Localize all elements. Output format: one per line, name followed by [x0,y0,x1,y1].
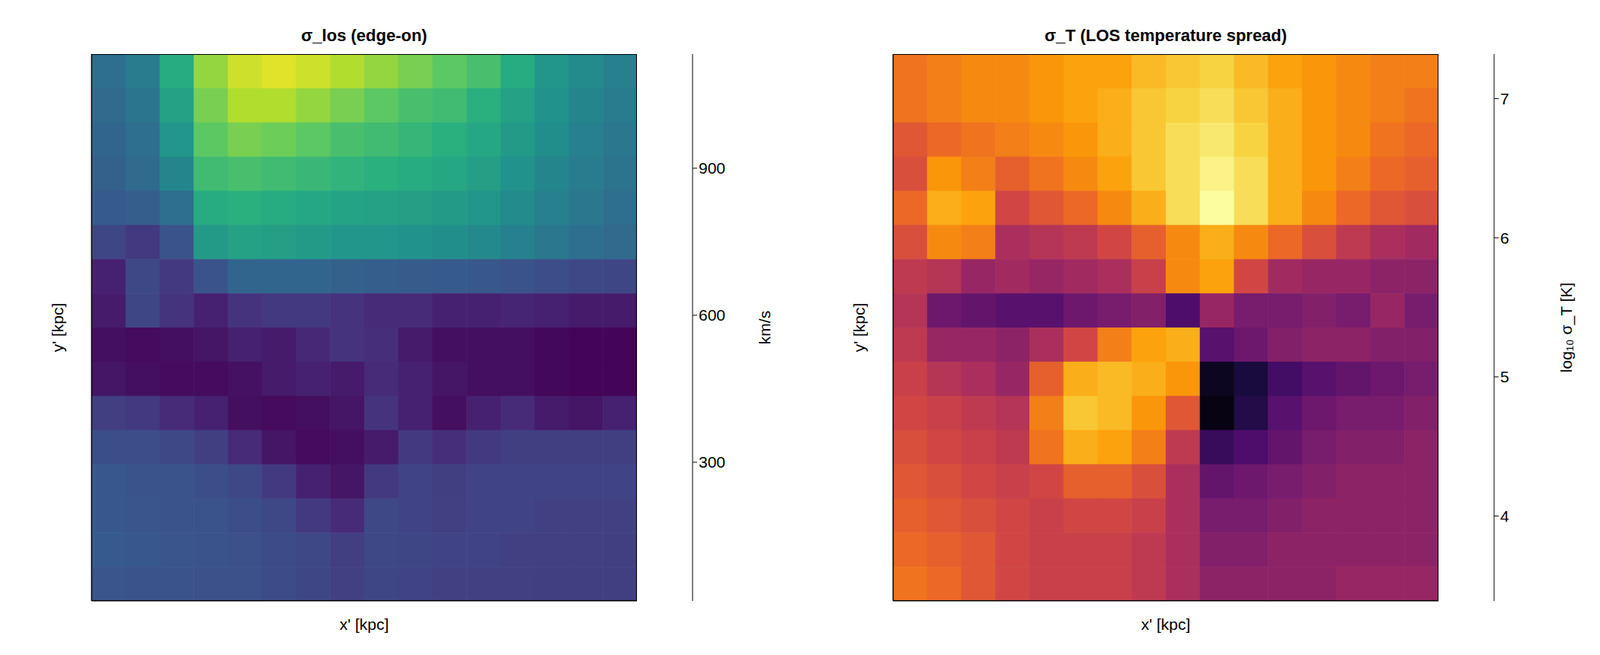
html-text:σ_los (edge-on): σ_los (edge-on) [301,25,428,45]
svg-text:5: 5 [1500,368,1510,386]
svg-text:y' [kpc]: y' [kpc] [48,303,67,353]
svg-text:600: 600 [698,306,726,324]
svg-text:x' [kpc]: x' [kpc] [339,615,390,634]
svg-text:300: 300 [698,453,726,471]
svg-text:7: 7 [1500,89,1510,108]
svg-text:4: 4 [1500,507,1510,525]
svg-text:x' [kpc]: x' [kpc] [1141,615,1191,634]
svg-text:900: 900 [698,159,726,177]
svg-text:log₁₀ σ_T [K]: log₁₀ σ_T [K] [1557,282,1576,373]
svg-text:km/s: km/s [755,310,774,345]
html-text:σ_T (LOS temperature spread): σ_T (LOS temperature spread) [1044,25,1287,45]
svg-text:y' [kpc]: y' [kpc] [850,303,868,353]
svg-text:6: 6 [1500,229,1510,247]
